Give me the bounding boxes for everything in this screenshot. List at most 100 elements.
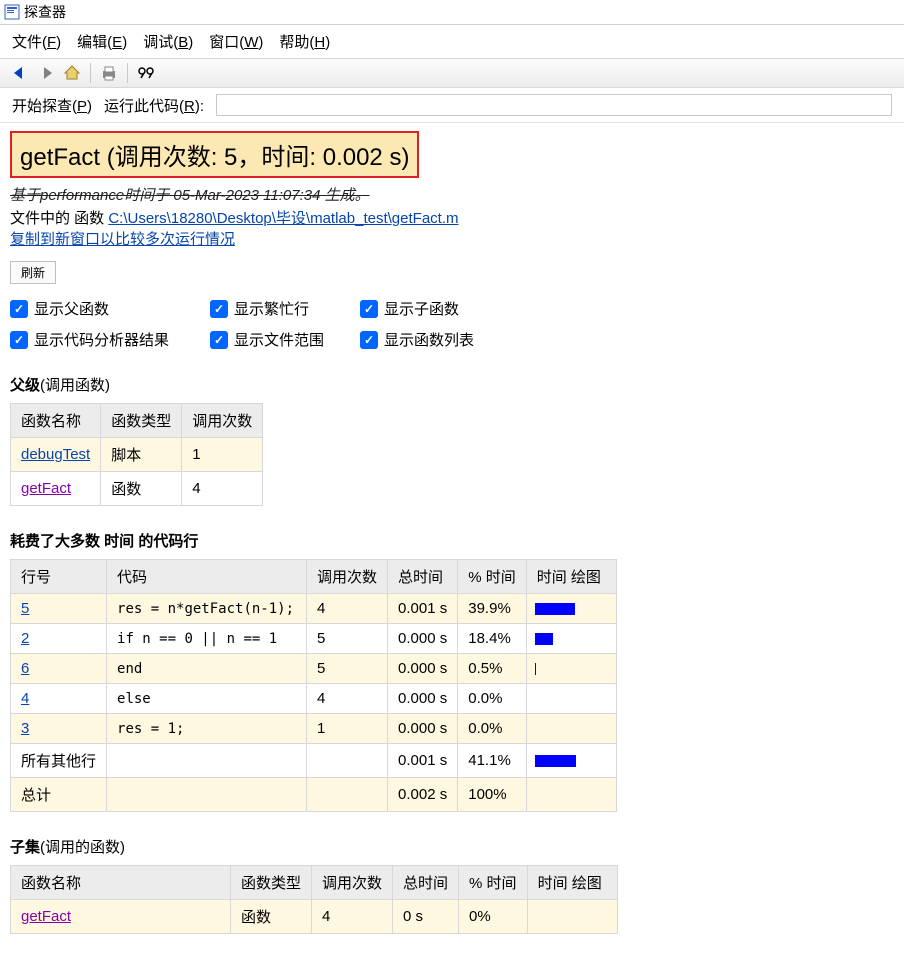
file-label: 文件中的 函数 <box>10 210 108 227</box>
code-cell: res = n*getFact(n-1); <box>107 594 307 624</box>
cell: 4 <box>307 594 388 624</box>
checkbox-show-children[interactable]: ✓ <box>360 300 378 318</box>
cell <box>107 744 307 778</box>
function-heading: getFact (调用次数: 5，时间: 0.002 s) <box>10 131 419 178</box>
toolbar <box>0 58 904 88</box>
copy-compare-link[interactable]: 复制到新窗口以比较多次运行情况 <box>10 231 235 248</box>
file-path-link[interactable]: C:\Users\18280\Desktop\毕设\matlab_test\ge… <box>108 210 458 227</box>
table-row: 5res = n*getFact(n-1);40.001 s39.9% <box>11 594 617 624</box>
print-icon[interactable] <box>99 63 119 83</box>
line-link[interactable]: 6 <box>21 660 29 677</box>
file-line: 文件中的 函数 C:\Users\18280\Desktop\毕设\matlab… <box>10 207 894 228</box>
children-section-title: 子集 <box>10 839 40 856</box>
function-link[interactable]: debugTest <box>21 446 90 463</box>
menu-window[interactable]: 窗口(W) <box>209 31 263 52</box>
function-link[interactable]: getFact <box>21 480 71 497</box>
table-header: 代码 <box>107 560 307 594</box>
refresh-button[interactable]: 刷新 <box>10 261 56 284</box>
checkbox-grid: ✓显示父函数 ✓显示繁忙行 ✓显示子函数 ✓显示代码分析器结果 ✓显示文件范围 … <box>10 298 894 350</box>
cell: 5 <box>307 654 388 684</box>
table-header: 调用次数 <box>182 404 263 438</box>
parent-table: 函数名称函数类型调用次数 debugTest脚本1getFact函数4 <box>10 403 263 506</box>
checkbox-show-children-label: 显示子函数 <box>384 298 459 319</box>
cell: 4 <box>182 472 263 506</box>
parent-section-title: 父级 <box>10 377 40 394</box>
table-header: % 时间 <box>459 866 528 900</box>
run-code-input[interactable] <box>216 94 892 116</box>
cell: 1 <box>182 438 263 472</box>
line-link[interactable]: 3 <box>21 720 29 737</box>
menu-edit[interactable]: 编辑(E) <box>77 31 127 52</box>
table-row: getFact函数4 <box>11 472 263 506</box>
table-row: 所有其他行0.001 s41.1% <box>11 744 617 778</box>
toolbar-separator <box>127 63 128 83</box>
checkbox-show-function-list-label: 显示函数列表 <box>384 329 474 350</box>
bar-cell <box>526 684 616 714</box>
table-header: 总时间 <box>393 866 459 900</box>
checkbox-show-busy-lines-label: 显示繁忙行 <box>234 298 309 319</box>
start-profile-button[interactable]: 开始探查(P) <box>12 95 92 116</box>
code-lines-table: 行号代码调用次数总时间% 时间时间 绘图 5res = n*getFact(n-… <box>10 559 617 812</box>
lines-section-header: 耗费了大多数 时间 的代码行 <box>10 530 894 551</box>
cell: 1 <box>307 714 388 744</box>
toolbar-separator <box>90 63 91 83</box>
line-link[interactable]: 2 <box>21 630 29 647</box>
line-link[interactable]: 5 <box>21 600 29 617</box>
checkbox-show-analyzer-label: 显示代码分析器结果 <box>34 329 169 350</box>
table-header: 函数类型 <box>231 866 312 900</box>
table-row: debugTest 脚本1 <box>11 438 263 472</box>
content: getFact (调用次数: 5，时间: 0.002 s) 基于performa… <box>0 123 904 942</box>
menu-bar: 文件(F) 编辑(E) 调试(B) 窗口(W) 帮助(H) <box>0 25 904 58</box>
back-icon[interactable] <box>10 63 30 83</box>
table-row: 2if n == 0 || n == 150.000 s18.4% <box>11 624 617 654</box>
find-icon[interactable] <box>136 63 156 83</box>
table-row: 4else40.000 s0.0% <box>11 684 617 714</box>
sub-toolbar: 开始探查(P) 运行此代码(R): <box>0 88 904 123</box>
menu-help[interactable]: 帮助(H) <box>279 31 330 52</box>
cell: 0.002 s <box>388 778 458 812</box>
table-header: 时间 绘图 <box>526 560 616 594</box>
checkbox-show-busy-lines[interactable]: ✓ <box>210 300 228 318</box>
code-cell: end <box>107 654 307 684</box>
parent-section-suffix: (调用函数) <box>40 377 110 394</box>
cell: 总计 <box>11 778 107 812</box>
home-icon[interactable] <box>62 63 82 83</box>
forward-icon[interactable] <box>36 63 56 83</box>
cell: 18.4% <box>458 624 527 654</box>
cell: 0.000 s <box>388 714 458 744</box>
window-title: 探查器 <box>24 2 66 22</box>
parent-section-header: 父级(调用函数) <box>10 374 894 395</box>
bar-cell <box>526 714 616 744</box>
checkbox-show-parent[interactable]: ✓ <box>10 300 28 318</box>
table-row: 3res = 1;10.000 s0.0% <box>11 714 617 744</box>
code-cell: res = 1; <box>107 714 307 744</box>
table-header: 函数名称 <box>11 404 101 438</box>
function-name: getFact <box>20 144 100 171</box>
checkbox-show-function-list[interactable]: ✓ <box>360 331 378 349</box>
table-header: 调用次数 <box>307 560 388 594</box>
table-header: 时间 绘图 <box>527 866 617 900</box>
function-link[interactable]: getFact <box>21 908 71 925</box>
cell: 0.5% <box>458 654 527 684</box>
checkbox-show-analyzer[interactable]: ✓ <box>10 331 28 349</box>
app-icon <box>4 4 20 20</box>
generated-line: 基于performance时间于 05-Mar-2023 11:07:34 生成… <box>10 184 894 205</box>
cell: 0% <box>459 900 528 934</box>
cell <box>526 778 616 812</box>
cell: 0.000 s <box>388 654 458 684</box>
function-stats: (调用次数: 5，时间: 0.002 s) <box>100 144 409 171</box>
cell: 100% <box>458 778 527 812</box>
cell: 0.000 s <box>388 624 458 654</box>
checkbox-show-file-scope[interactable]: ✓ <box>210 331 228 349</box>
table-header: 总时间 <box>388 560 458 594</box>
table-header: % 时间 <box>458 560 527 594</box>
menu-file[interactable]: 文件(F) <box>12 31 61 52</box>
line-link[interactable]: 4 <box>21 690 29 707</box>
cell: 0.000 s <box>388 684 458 714</box>
cell: 0.001 s <box>388 744 458 778</box>
cell: 脚本 <box>101 438 182 472</box>
cell <box>307 778 388 812</box>
table-header: 函数名称 <box>11 866 231 900</box>
menu-debug[interactable]: 调试(B) <box>143 31 193 52</box>
cell: 4 <box>312 900 393 934</box>
